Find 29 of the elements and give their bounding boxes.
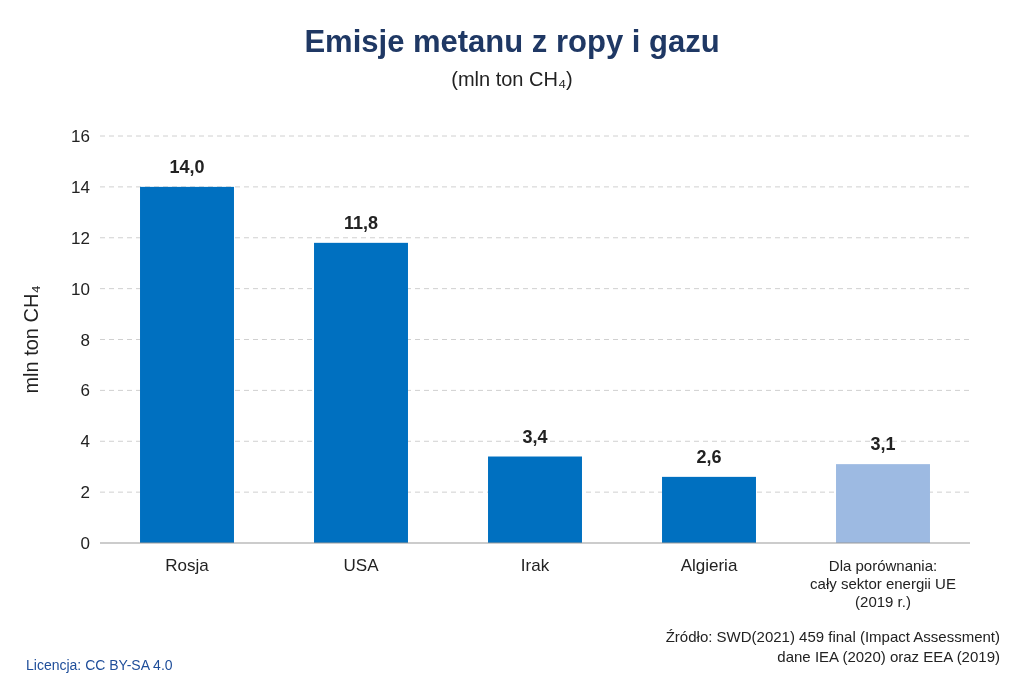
x-tick-label: USA bbox=[343, 556, 380, 575]
x-tick-label: Dla porównania: cały sektor energii UE (2019 r.) bbox=[810, 557, 956, 610]
x-tick-label: Irak bbox=[520, 556, 550, 575]
data-label: 2,6 bbox=[696, 446, 722, 467]
chart-subtitle: (mln ton CH₄) bbox=[451, 68, 573, 90]
bar bbox=[140, 186, 234, 543]
bar bbox=[662, 476, 756, 543]
y-tick-label: 2 bbox=[80, 483, 90, 503]
data-label: 11,8 bbox=[343, 212, 379, 233]
bar bbox=[836, 464, 930, 543]
text: Źródło: SWD(2021) 459 final (Impact Assessment) dane IEA (2020) oraz EEA (2019) bbox=[665, 628, 1000, 665]
y-tick-label: 12 bbox=[71, 228, 90, 248]
y-axis-title: mln ton CH₄ bbox=[20, 285, 42, 394]
bar bbox=[314, 242, 408, 543]
y-tick-label: 10 bbox=[71, 279, 90, 299]
y-tick-label: 14 bbox=[71, 177, 90, 197]
chart-title: Emisje metanu z ropy i gazu bbox=[304, 24, 720, 59]
data-label: 3,1 bbox=[870, 434, 896, 455]
text: Licencja: CC BY-SA 4.0 bbox=[26, 657, 173, 673]
data-label: 3,4 bbox=[522, 426, 548, 447]
y-tick-label: 4 bbox=[80, 432, 90, 452]
x-tick-label: Algieria bbox=[680, 556, 738, 575]
y-tick-label: 6 bbox=[80, 381, 90, 401]
y-tick-label: 8 bbox=[80, 330, 90, 350]
y-tick-label: 16 bbox=[71, 127, 90, 146]
bar bbox=[488, 456, 582, 543]
data-label: 14,0 bbox=[169, 156, 205, 177]
x-tick-label: Rosja bbox=[165, 556, 210, 575]
y-tick-label: 0 bbox=[80, 534, 90, 553]
